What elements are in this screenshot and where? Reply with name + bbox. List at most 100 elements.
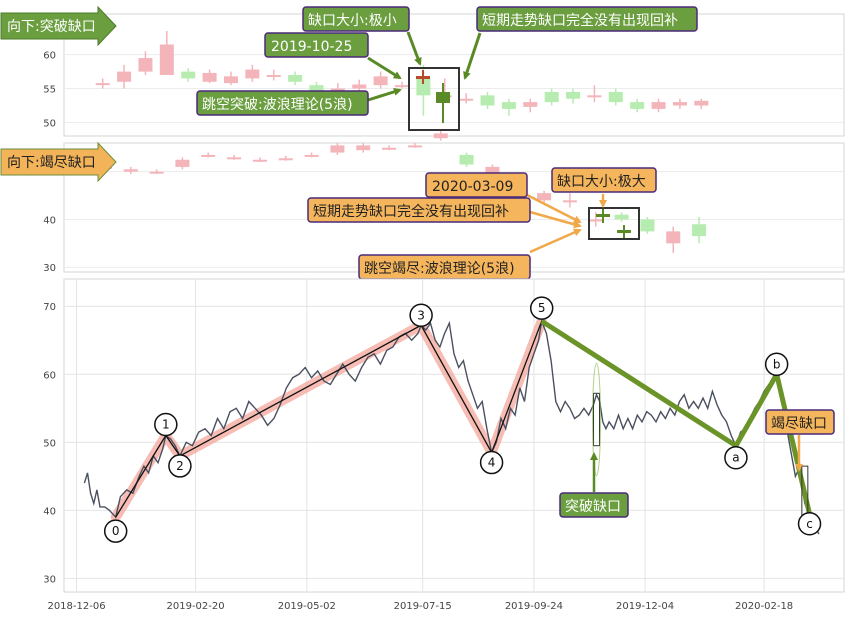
- top-date-callout: 2019-10-25: [264, 32, 369, 58]
- bottom-y-tick-label: 70: [43, 302, 56, 313]
- mid-no-fill-callout: 短期走势缺口完全没有出现回补: [307, 197, 531, 223]
- top-candle-body: [672, 102, 687, 106]
- mid-gap-candle-body: [596, 214, 610, 217]
- bottom-panel-x-ticks: 2018-12-06 2019-02-20 2019-05-02 2019-07-15…: [47, 601, 793, 612]
- top-date-arrow: [367, 56, 402, 80]
- mid-candle-body: [201, 154, 216, 157]
- top-candle-body: [630, 102, 645, 109]
- top-candle-body: [159, 44, 174, 75]
- mid-candle-body: [330, 145, 345, 153]
- middle-arrow-text: 向下:竭尽缺口: [7, 155, 96, 171]
- wave-marker-label-3: 3: [417, 308, 425, 322]
- mid-date-arrow: [526, 193, 582, 224]
- wave-marker-label-a: a: [732, 451, 739, 465]
- mid-gap-size-text: 缺口大小:极大: [557, 174, 646, 190]
- wave-marker-circle-0: [103, 519, 128, 543]
- top-candle-body: [373, 76, 388, 86]
- mid-no-fill-arrow: [529, 210, 582, 229]
- wave-marker-label-1: 1: [162, 418, 170, 432]
- bottom-y-tick-label: 60: [43, 370, 56, 381]
- middle-arrow-label: 向下:竭尽缺口: [0, 141, 117, 183]
- wave-marker-circle-4: [479, 450, 504, 475]
- wave-markers: 0 1 2 3 4 5 a b c: [103, 296, 822, 543]
- mid-candle-body: [614, 214, 629, 220]
- mid-candle-body: [304, 154, 319, 157]
- mid-candle-body: [356, 145, 371, 151]
- top-panel-y-ticks: 50 55 60: [43, 51, 844, 129]
- top-gap-size-text: 缺口大小:极小: [308, 13, 397, 29]
- top-wave-callout: 跳空突破:波浪理论(5浪): [196, 90, 369, 116]
- exhaustion-gap-box: [588, 207, 640, 240]
- bottom-x-tick-label: 2018-12-06: [47, 601, 105, 612]
- wave-marker-label-5: 5: [538, 301, 546, 315]
- top-candle-body: [288, 75, 303, 82]
- mid-candle-body: [123, 169, 138, 172]
- top-arrow-label: 向下:突破缺口: [0, 5, 117, 47]
- mid-candle-body: [459, 154, 474, 165]
- top-candle-body: [202, 72, 217, 82]
- mid-candle-body: [278, 158, 293, 161]
- mid-candle-body: [252, 159, 267, 162]
- middle-panel-candles: [97, 131, 707, 253]
- top-candle-body: [330, 88, 345, 91]
- wave-marker-circle-b: [764, 352, 789, 377]
- mid-candle-body: [666, 231, 681, 244]
- top-candle-body: [480, 95, 495, 106]
- top-arrow-text: 向下:突破缺口: [7, 19, 96, 35]
- mid-candle-body: [149, 171, 164, 174]
- mid-y-tick-label: 40: [43, 215, 56, 226]
- top-gap-size-arrow: [406, 31, 422, 66]
- mid-date-text: 2020-03-09: [432, 179, 513, 195]
- wave-marker-circle-2: [168, 454, 192, 478]
- top-candle-body: [395, 85, 409, 88]
- top-candle-body: [117, 71, 132, 82]
- top-candle-body: [566, 91, 581, 99]
- top-panel-candles: [95, 30, 709, 123]
- mid-candle-body: [433, 133, 448, 139]
- top-candle-body: [309, 85, 324, 92]
- mid-candle-body: [485, 166, 500, 175]
- mid-candle-body: [640, 219, 655, 232]
- bottom-panel-grid: [64, 279, 844, 592]
- top-panel: 50 55 60 向下:突破缺口 缺口大小:极小 短期走势缺口完全没有出现回补 20…: [0, 5, 845, 137]
- wave-marker-label-2: 2: [176, 459, 184, 473]
- mid-candle-body: [382, 147, 397, 150]
- bottom-x-tick-label: 2019-09-24: [505, 601, 563, 612]
- bottom-x-tick-label: 2020-02-18: [735, 601, 793, 612]
- bottom-x-tick-label: 2019-12-04: [616, 601, 674, 612]
- breakaway-label-text: 突破缺口: [565, 499, 621, 515]
- top-wave-arrow: [367, 87, 402, 102]
- breakaway-gap-rect: [593, 392, 601, 447]
- top-gap-candle-body: [436, 92, 450, 103]
- mid-candle-body: [562, 200, 577, 203]
- mid-candle-body: [537, 193, 552, 201]
- mid-candle-body: [227, 157, 242, 160]
- breakaway-gap-box: [408, 67, 460, 131]
- exhaustion-label-callout: 竭尽缺口: [765, 409, 835, 435]
- top-candle-body: [352, 84, 367, 89]
- top-wave-text: 跳空突破:波浪理论(5浪): [202, 97, 353, 113]
- mid-y-tick-label: 30: [43, 263, 56, 274]
- top-candle-body: [95, 83, 110, 86]
- top-candle-body: [501, 102, 516, 109]
- bottom-panel-y-ticks: 30 40 50 60 70: [43, 302, 56, 585]
- wave-marker-label-4: 4: [488, 456, 496, 470]
- top-candle-body: [459, 98, 474, 101]
- wave-marker-circle-1: [154, 412, 178, 437]
- wave-marker-circle-5: [529, 296, 554, 320]
- top-no-fill-callout: 短期走势缺口完全没有出现回补: [476, 6, 698, 32]
- top-no-fill-arrow: [463, 32, 482, 80]
- top-no-fill-text: 短期走势缺口完全没有出现回补: [482, 12, 678, 29]
- top-candle-body: [223, 76, 238, 84]
- wave-marker-circle-3: [409, 303, 433, 328]
- bottom-x-tick-label: 2019-02-20: [167, 601, 225, 612]
- top-y-tick-label: 50: [43, 118, 56, 129]
- middle-arrow-shape: [0, 141, 117, 183]
- top-candle-body: [544, 91, 559, 103]
- mid-wave-arrow: [529, 228, 582, 254]
- top-candle-body: [587, 95, 602, 98]
- correction-line: [540, 319, 812, 515]
- mid-wave-text: 跳空竭尽:波浪理论(5浪): [364, 261, 515, 277]
- mid-no-fill-text: 短期走势缺口完全没有出现回补: [313, 203, 509, 220]
